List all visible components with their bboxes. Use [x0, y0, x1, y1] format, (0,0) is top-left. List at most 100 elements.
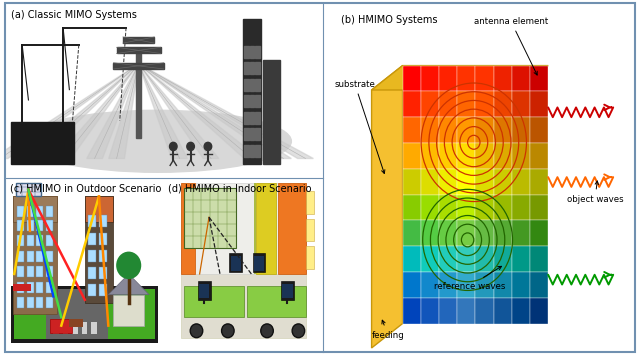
- Polygon shape: [181, 183, 307, 274]
- Bar: [198, 281, 211, 300]
- Bar: [530, 66, 548, 91]
- Bar: [493, 169, 512, 195]
- Bar: [512, 246, 530, 272]
- Text: (d) HMIMO in Indoor Scenario: (d) HMIMO in Indoor Scenario: [168, 184, 312, 193]
- Bar: [36, 206, 44, 217]
- Bar: [244, 62, 248, 74]
- Bar: [420, 66, 439, 91]
- Bar: [250, 128, 254, 140]
- Bar: [229, 253, 242, 272]
- Bar: [72, 322, 77, 334]
- Bar: [476, 117, 493, 143]
- Bar: [255, 62, 260, 74]
- Bar: [27, 266, 34, 277]
- Bar: [11, 122, 74, 164]
- Bar: [476, 169, 493, 195]
- Bar: [116, 47, 161, 54]
- Polygon shape: [14, 289, 156, 339]
- Bar: [307, 219, 314, 241]
- Bar: [263, 60, 280, 164]
- Circle shape: [116, 252, 141, 279]
- Bar: [512, 143, 530, 169]
- Bar: [512, 195, 530, 220]
- Bar: [13, 284, 31, 291]
- Bar: [63, 322, 68, 334]
- Bar: [16, 183, 41, 197]
- Bar: [530, 195, 548, 220]
- Bar: [403, 91, 420, 117]
- Bar: [85, 197, 113, 303]
- Polygon shape: [139, 64, 260, 158]
- Text: (b) HMIMO Systems: (b) HMIMO Systems: [340, 15, 437, 25]
- Bar: [244, 78, 248, 91]
- Bar: [457, 272, 476, 298]
- Bar: [403, 66, 420, 91]
- Bar: [36, 251, 44, 262]
- Bar: [250, 145, 254, 157]
- Bar: [476, 91, 493, 117]
- Bar: [493, 143, 512, 169]
- Bar: [255, 78, 260, 91]
- Bar: [99, 284, 107, 296]
- Bar: [45, 206, 52, 217]
- Bar: [403, 195, 420, 220]
- Bar: [243, 19, 262, 164]
- Bar: [476, 298, 493, 323]
- Polygon shape: [0, 64, 139, 158]
- Bar: [476, 143, 493, 169]
- Bar: [493, 66, 512, 91]
- Bar: [27, 251, 34, 262]
- Bar: [91, 322, 97, 334]
- Circle shape: [187, 142, 195, 151]
- Bar: [88, 284, 96, 296]
- Bar: [255, 183, 257, 274]
- Bar: [255, 45, 260, 58]
- Bar: [199, 284, 209, 299]
- Circle shape: [190, 324, 203, 338]
- Bar: [282, 284, 292, 299]
- Polygon shape: [24, 64, 139, 158]
- Bar: [88, 267, 96, 279]
- Bar: [476, 220, 493, 246]
- Bar: [476, 66, 493, 91]
- Bar: [420, 169, 439, 195]
- Bar: [493, 272, 512, 298]
- Polygon shape: [139, 64, 188, 158]
- Bar: [255, 128, 260, 140]
- Bar: [512, 220, 530, 246]
- Bar: [420, 272, 439, 298]
- Bar: [530, 246, 548, 272]
- Bar: [250, 112, 254, 124]
- Bar: [420, 117, 439, 143]
- Text: (c) HMIMO in Outdoor Scenario: (c) HMIMO in Outdoor Scenario: [10, 184, 161, 193]
- Bar: [36, 220, 44, 231]
- Bar: [250, 45, 254, 58]
- Bar: [45, 235, 52, 246]
- Bar: [530, 272, 548, 298]
- Bar: [99, 267, 107, 279]
- Bar: [88, 233, 96, 245]
- Bar: [439, 195, 457, 220]
- Bar: [457, 169, 476, 195]
- Bar: [99, 215, 107, 228]
- Bar: [253, 253, 266, 272]
- Bar: [27, 297, 34, 308]
- Bar: [36, 297, 44, 308]
- Bar: [88, 215, 96, 228]
- Bar: [493, 117, 512, 143]
- Bar: [136, 52, 141, 138]
- Bar: [250, 78, 254, 91]
- Bar: [403, 246, 420, 272]
- Bar: [85, 197, 113, 222]
- Polygon shape: [86, 64, 139, 158]
- Bar: [476, 272, 493, 298]
- Bar: [512, 272, 530, 298]
- Bar: [181, 183, 195, 274]
- Bar: [27, 235, 34, 246]
- Bar: [493, 220, 512, 246]
- Bar: [123, 37, 154, 43]
- Bar: [45, 266, 52, 277]
- Bar: [420, 91, 439, 117]
- Bar: [13, 197, 56, 222]
- Bar: [457, 143, 476, 169]
